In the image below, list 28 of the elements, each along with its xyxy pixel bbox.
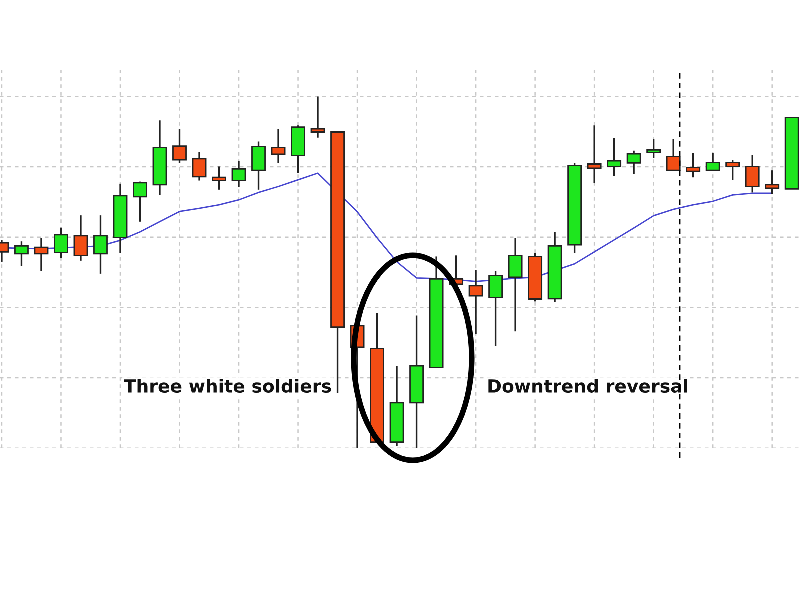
- annotation: Three white soldiers: [124, 379, 332, 394]
- candlestick: [172, 128, 187, 164]
- candlestick: [607, 137, 622, 178]
- candlestick: [54, 227, 68, 259]
- candlestick: [310, 96, 326, 139]
- candlestick: [686, 152, 701, 178]
- candlestick: [271, 128, 286, 164]
- candlestick: [626, 150, 642, 176]
- candlestick: [94, 214, 108, 275]
- candlestick: [192, 151, 207, 182]
- candlestick: [745, 154, 760, 194]
- candlestick: [488, 270, 504, 347]
- candlestick: [232, 160, 246, 188]
- candlestick: [726, 159, 740, 181]
- candlestick: [587, 124, 602, 184]
- candlestick: [666, 138, 681, 172]
- candlestick: [646, 138, 662, 160]
- candlestick: [468, 269, 484, 336]
- candlestick: [34, 237, 49, 272]
- candlestick: [706, 152, 720, 172]
- candlestick: [74, 214, 88, 262]
- candlestick: [212, 166, 226, 191]
- annotation: Downtrend reversal: [488, 379, 688, 394]
- candlestick: [765, 170, 780, 195]
- candlestick: [508, 238, 523, 332]
- candlestick: [133, 180, 148, 223]
- candlestick: [14, 240, 29, 268]
- candlestick: [252, 140, 266, 191]
